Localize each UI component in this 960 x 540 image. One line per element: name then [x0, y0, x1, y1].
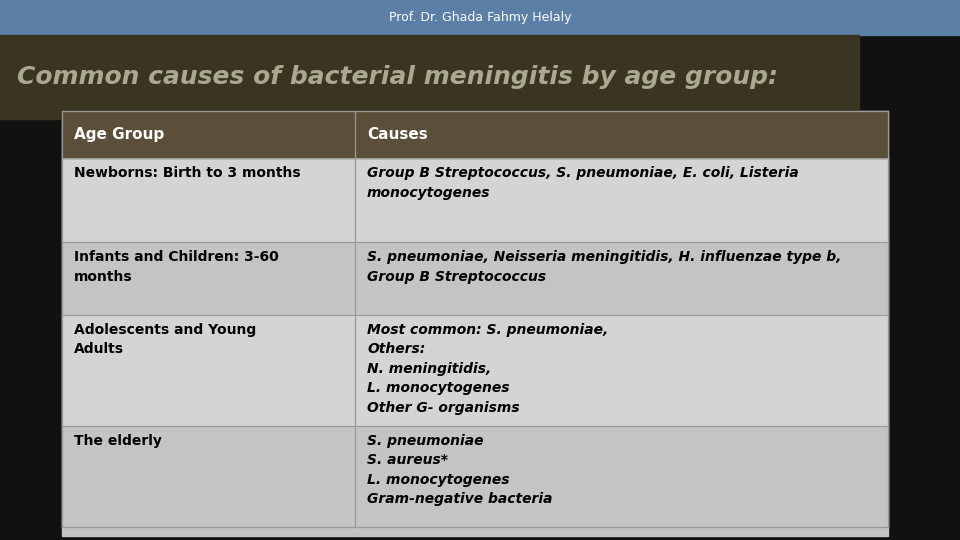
Text: Causes: Causes	[367, 127, 428, 142]
Text: Group B Streptococcus, S. pneumoniae, E. coli, Listeria
monocytogenes: Group B Streptococcus, S. pneumoniae, E.…	[367, 166, 799, 200]
Bar	[355, 158, 888, 242]
Bar	[355, 426, 888, 536]
Bar	[62, 242, 355, 315]
Bar	[62, 111, 888, 526]
Text: Most common: S. pneumoniae,
Others:
N. meningitidis,
L. monocytogenes
Other G- o: Most common: S. pneumoniae, Others: N. m…	[367, 323, 609, 415]
Text: S. pneumoniae
S. aureus*
L. monocytogenes
Gram-negative bacteria: S. pneumoniae S. aureus* L. monocytogene…	[367, 434, 553, 506]
Text: Adolescents and Young
Adults: Adolescents and Young Adults	[74, 323, 256, 356]
Bar	[0, 0, 960, 35]
Bar	[355, 242, 888, 315]
Bar	[62, 315, 355, 426]
Bar	[355, 315, 888, 426]
Bar	[62, 158, 355, 242]
Text: Prof. Dr. Ghada Fahmy Helaly: Prof. Dr. Ghada Fahmy Helaly	[389, 11, 571, 24]
Text: Common causes of bacterial meningitis by age group:: Common causes of bacterial meningitis by…	[17, 65, 779, 89]
Text: S. pneumoniae, Neisseria meningitidis, H. influenzae type b,
Group B Streptococc: S. pneumoniae, Neisseria meningitidis, H…	[367, 250, 841, 284]
Bar	[62, 426, 355, 536]
Text: Newborns: Birth to 3 months: Newborns: Birth to 3 months	[74, 166, 300, 180]
Bar	[0, 35, 859, 119]
Bar	[62, 111, 888, 158]
Text: Infants and Children: 3-60
months: Infants and Children: 3-60 months	[74, 250, 278, 284]
Text: The elderly: The elderly	[74, 434, 162, 448]
Text: Age Group: Age Group	[74, 127, 164, 142]
